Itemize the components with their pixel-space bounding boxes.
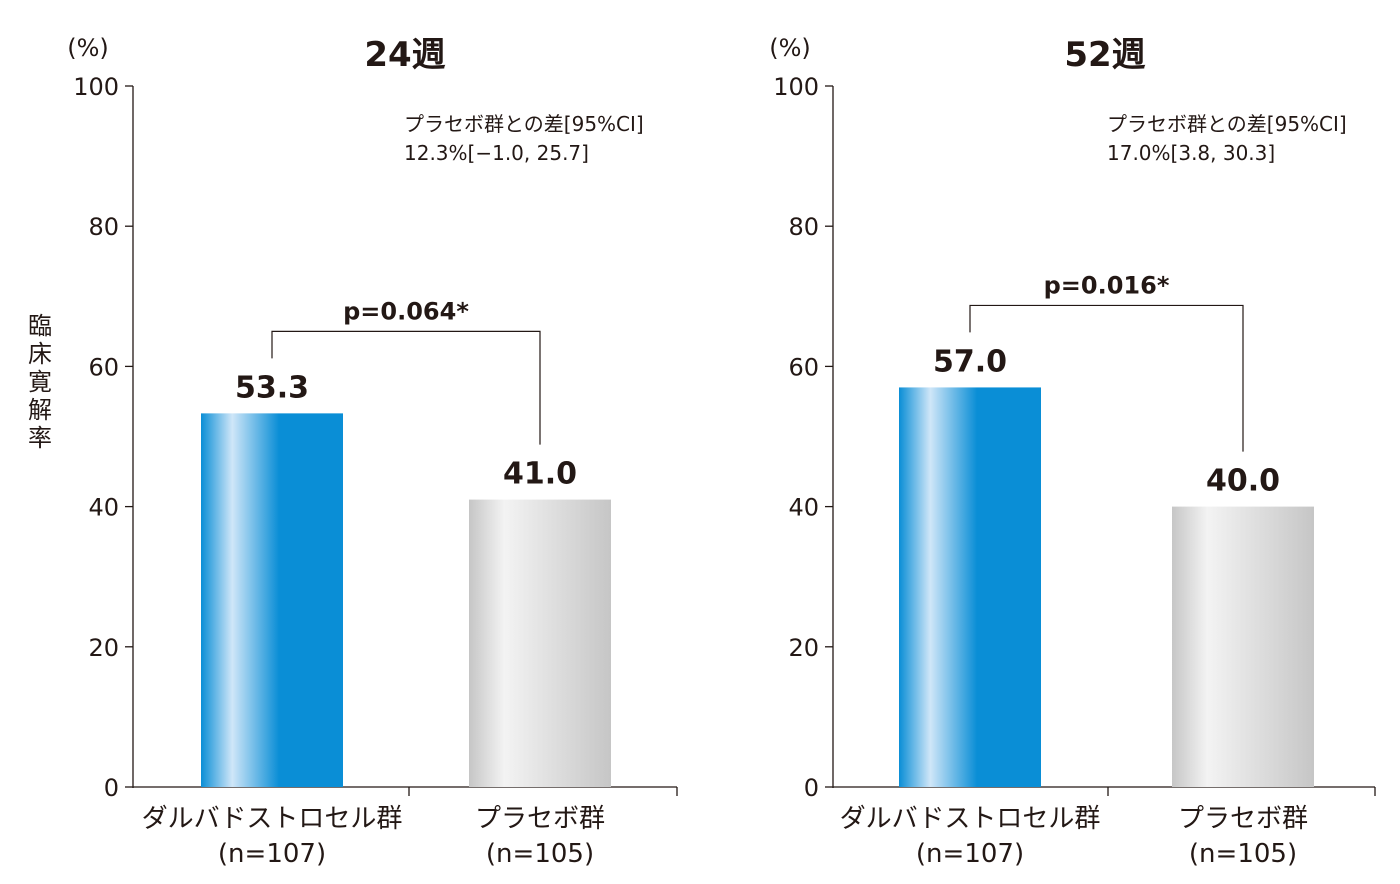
y-axis-unit: (%) [67,34,109,62]
y-tick-label: 100 [773,73,819,101]
difference-annotation-line2: 17.0%[3.8, 30.3] [1107,141,1275,165]
y-tick-label: 20 [788,634,819,662]
y-axis-unit: (%) [769,34,811,62]
category-label: プラセボ群 [475,804,605,834]
p-value-label: p=0.064* [343,297,469,325]
bar-value-label: 53.3 [235,370,309,405]
y-axis-label-char: 床 [28,340,52,368]
category-n-label: (n=105) [486,839,594,869]
y-tick-label: 0 [804,774,819,802]
chart-title: 24週 [364,35,445,75]
category-n-label: (n=107) [916,839,1024,869]
y-tick-label: 80 [788,213,819,241]
p-value-label: p=0.016* [1044,271,1170,299]
bar-value-label: 41.0 [503,457,577,492]
y-tick-label: 60 [788,353,819,381]
y-tick-label: 100 [73,73,119,101]
y-tick-label: 80 [88,213,119,241]
category-label: ダルバドストロセル群 [142,804,403,834]
y-axis-label-char: 解 [28,396,52,424]
y-tick-label: 20 [88,634,119,662]
difference-annotation-line1: プラセボ群との差[95%CI] [404,112,644,136]
difference-annotation-line2: 12.3%[−1.0, 25.7] [404,141,589,165]
bar-value-label: 57.0 [933,344,1007,379]
category-label: プラセボ群 [1178,804,1308,834]
bar-treatment [899,387,1041,787]
bar-placebo [1172,506,1314,787]
y-tick-label: 40 [88,494,119,522]
y-axis-label-char: 臨 [28,312,52,340]
y-axis-label-char: 率 [28,424,52,452]
bar-treatment [201,413,343,787]
significance-bracket [271,330,541,445]
chart-panel-24w: 24週 (%) 0 20 40 60 80 100 53.3 ダルバドストロセル群 (n=107) 4… [67,34,678,869]
bar-value-label: 40.0 [1206,464,1280,499]
y-axis-label-char: 寛 [28,368,52,396]
bar-placebo [469,499,611,787]
y-tick-label: 40 [788,494,819,522]
category-n-label: (n=105) [1189,839,1297,869]
category-label: ダルバドストロセル群 [840,804,1101,834]
y-tick-label: 0 [104,774,119,802]
chart-panel-52w: 52週 (%) 0 20 40 60 80 100 57.0 ダルバドストロセル群 (n=107) 4… [769,34,1376,869]
chart-title: 52週 [1064,35,1145,75]
category-n-label: (n=107) [218,839,326,869]
difference-annotation-line1: プラセボ群との差[95%CI] [1107,112,1347,136]
y-tick-label: 60 [88,353,119,381]
significance-bracket [969,304,1244,452]
